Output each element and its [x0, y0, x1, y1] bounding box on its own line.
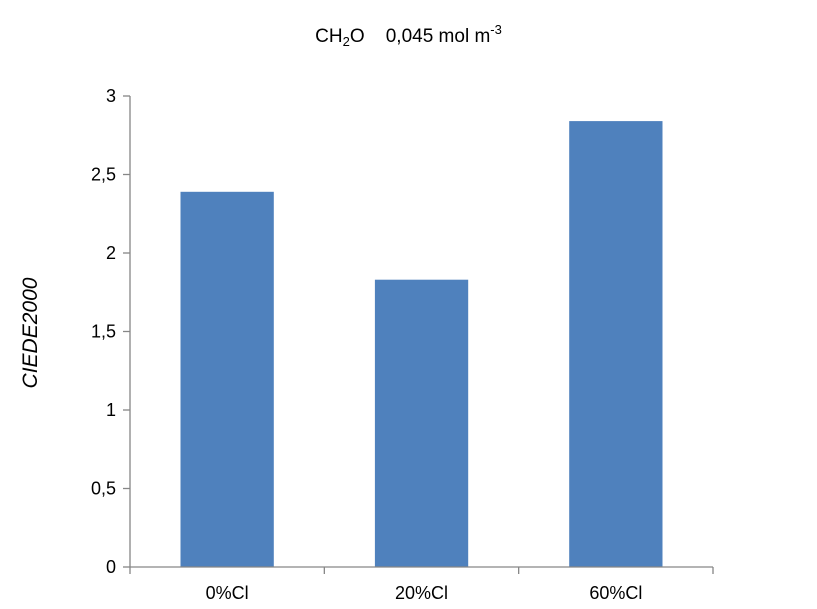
chart-title: CH2O 0,045 mol m-3	[0, 22, 817, 49]
x-tick-label: 60%Cl	[589, 583, 642, 603]
y-tick-label: 1,5	[91, 322, 116, 342]
y-tick-label: 1	[106, 400, 116, 420]
title-formula: CH	[315, 26, 343, 47]
title-concentration: 0,045 mol m	[385, 26, 491, 47]
axes-group	[123, 95, 714, 574]
y-tick-label: 2	[106, 243, 116, 263]
y-tick-label: 0	[106, 557, 116, 577]
y-tick-label: 3	[106, 86, 116, 106]
title-formula-end: O	[349, 26, 365, 47]
title-exponent: -3	[490, 22, 502, 37]
y-axis-label: CIEDE2000	[19, 277, 42, 388]
bar-20cl	[374, 279, 469, 567]
labels-group: 0 0,5 1 1,5 2 2,5 3 0%Cl 20%Cl 60%Cl	[91, 86, 642, 603]
bars-group	[180, 121, 663, 568]
title-formula-subscript: 2	[342, 34, 350, 49]
bar-60cl	[569, 121, 663, 567]
x-tick-label: 20%Cl	[395, 583, 448, 603]
bar-0cl	[180, 191, 274, 568]
x-tick-label: 0%Cl	[206, 583, 249, 603]
y-tick-label: 2,5	[91, 165, 116, 185]
y-tick-label: 0,5	[91, 479, 116, 499]
